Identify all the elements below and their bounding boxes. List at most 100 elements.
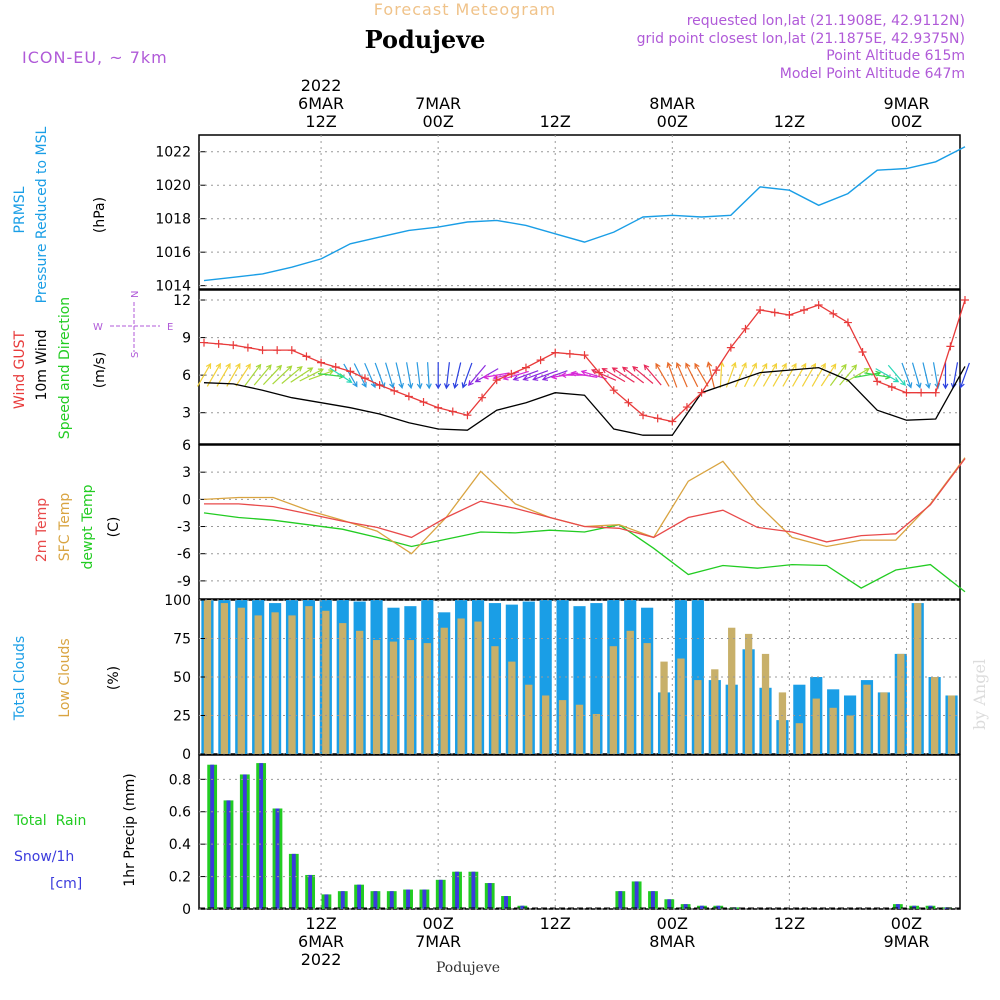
snow-bar	[667, 899, 672, 909]
wind-arrow	[675, 362, 688, 388]
wind-direction-arrows	[196, 360, 970, 390]
wind-arrow	[643, 364, 662, 386]
snow-bar	[683, 904, 688, 909]
snow-bar	[651, 891, 655, 909]
time-axis-label: 9MAR	[883, 932, 929, 951]
wind-arrow	[772, 362, 787, 387]
time-axis-label: 00Z	[657, 914, 688, 933]
snow-bar	[291, 853, 296, 909]
wind-arrow	[811, 362, 826, 387]
gust-marker	[521, 363, 530, 372]
snow-bar	[389, 891, 394, 909]
wind-arrow	[922, 362, 931, 390]
time-axis-label: 6MAR	[298, 94, 344, 113]
wind-10m-label: 10m Wind	[34, 329, 50, 400]
time-axis-label: 2022	[301, 76, 342, 95]
gust-marker	[478, 393, 487, 402]
wind-arrow	[435, 362, 442, 390]
y-tick-label: 0.8	[169, 772, 191, 788]
low-cloud-bar	[220, 603, 229, 754]
gust-marker	[858, 347, 867, 356]
precip-bars	[207, 763, 952, 909]
low-cloud-bar	[237, 607, 245, 754]
wind-arrow	[512, 370, 539, 381]
compass-west: W	[93, 322, 103, 333]
y-tick-label: 9	[182, 331, 191, 347]
gust-marker	[243, 343, 252, 352]
y-tick-label: -3	[177, 520, 191, 536]
compass-east: E	[167, 322, 173, 333]
low-cloud-bar	[728, 627, 736, 754]
wind-arrow	[792, 362, 807, 387]
low-cloud-bar	[626, 630, 634, 754]
snow-bar	[895, 904, 900, 909]
gust-marker	[463, 411, 472, 420]
time-axis-label: 12Z	[540, 112, 571, 131]
low-cloud-bar	[389, 641, 398, 754]
temp-2m-series-line	[204, 458, 966, 543]
wind-arrow	[753, 362, 768, 387]
y-tick-label: 1018	[155, 212, 191, 228]
gust-marker	[375, 381, 384, 390]
snow-bar	[210, 764, 215, 909]
wind-plot-frame	[198, 289, 961, 445]
pressure-y-ticks: 1014 1016 1018 1020 1022	[155, 145, 960, 295]
wind-arrow	[694, 362, 709, 387]
wind-arrow	[911, 362, 922, 389]
time-axis-label: 2022	[301, 950, 342, 969]
low-cloud-bar	[271, 612, 279, 754]
gust-marker	[448, 407, 457, 416]
dewpt-series-line	[203, 512, 966, 593]
temp-grid	[320, 445, 907, 599]
wind-arrow	[262, 364, 283, 386]
gust-marker	[273, 346, 282, 355]
wind-arrow	[734, 362, 747, 388]
snow-bar	[928, 905, 933, 909]
gust-marker	[302, 352, 311, 361]
gust-marker	[434, 403, 443, 412]
gust-marker	[873, 377, 882, 386]
wind-arrow	[932, 362, 941, 390]
low-cloud-bar	[254, 615, 262, 754]
gust-marker	[360, 374, 369, 383]
low-cloud-bar	[322, 610, 330, 754]
gust-marker	[639, 411, 648, 420]
snow-unit-label: [cm]	[50, 876, 82, 892]
gust-marker	[712, 366, 721, 375]
gust-marker	[287, 346, 296, 355]
time-axis-label: 00Z	[422, 914, 453, 933]
footer-location: Podujeve	[436, 960, 500, 976]
time-axis-label: 00Z	[657, 112, 688, 131]
wind-arrow	[272, 365, 293, 385]
pressure-grid	[320, 135, 907, 289]
wind-arrow	[329, 367, 353, 383]
gust-marker	[887, 383, 896, 392]
gust-marker	[800, 306, 809, 315]
gust-marker	[726, 343, 735, 352]
temperature-panel: 2m Temp SFC Temp dewpt Temp (C) -9 -6 -3 0 3…	[34, 438, 966, 600]
time-axis-label: 12Z	[774, 112, 805, 131]
snow-bar	[259, 763, 264, 909]
wind-arrow	[655, 362, 670, 387]
gust-marker	[536, 356, 545, 365]
gust-marker	[565, 349, 574, 358]
snow-bar	[618, 891, 623, 909]
gust-marker	[258, 346, 267, 355]
pressure-label-prmsl: PRMSL	[12, 186, 28, 233]
low-cloud-bar	[897, 653, 905, 754]
precip-plot-frame	[198, 754, 961, 910]
snow-bar	[275, 808, 280, 909]
wind-arrow	[706, 361, 715, 388]
low-cloud-bar	[305, 606, 313, 754]
snow-bar	[357, 884, 362, 909]
gust-marker	[961, 296, 969, 305]
low-cloud-bar	[947, 695, 956, 754]
wind-arrow	[901, 362, 913, 389]
gust-marker	[346, 367, 355, 376]
clouds-grid	[320, 600, 907, 754]
gust-marker	[931, 388, 940, 397]
time-axis-label: 12Z	[540, 914, 571, 933]
y-tick-label: 3	[182, 406, 191, 422]
low-cloud-bar	[356, 630, 364, 754]
